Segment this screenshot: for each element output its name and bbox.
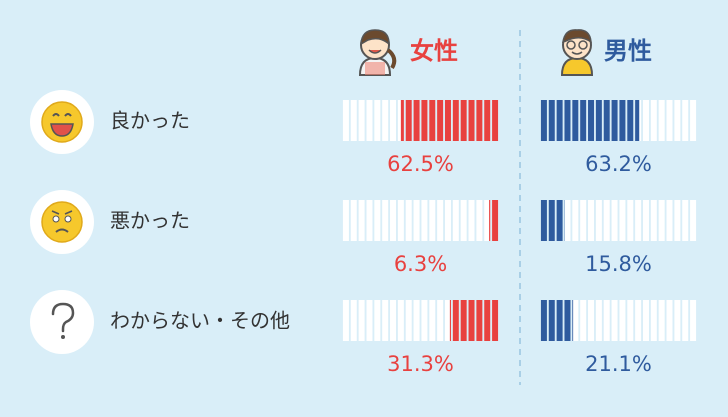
man-icon [560, 29, 594, 76]
bar [449, 300, 499, 341]
good-face-icon [30, 90, 94, 154]
category-label: 良かった [110, 109, 190, 133]
bar [400, 100, 499, 141]
bar [540, 200, 565, 241]
bar [540, 300, 574, 341]
category-label: 悪かった [110, 209, 190, 233]
bar [540, 100, 640, 141]
woman-icon [358, 29, 397, 76]
bar [489, 200, 499, 241]
value-label: 62.5% [387, 152, 454, 176]
category-label: わからない・その他 [110, 309, 290, 333]
bad-face-icon [30, 190, 94, 254]
legend-label: 女性 [410, 37, 458, 65]
value-label: 6.3% [394, 252, 447, 276]
value-label: 15.8% [585, 252, 652, 276]
value-label: 31.3% [387, 352, 454, 376]
value-label: 21.1% [585, 352, 652, 376]
value-label: 63.2% [585, 152, 652, 176]
question-icon [30, 290, 94, 354]
legend-label: 男性 [604, 37, 652, 65]
